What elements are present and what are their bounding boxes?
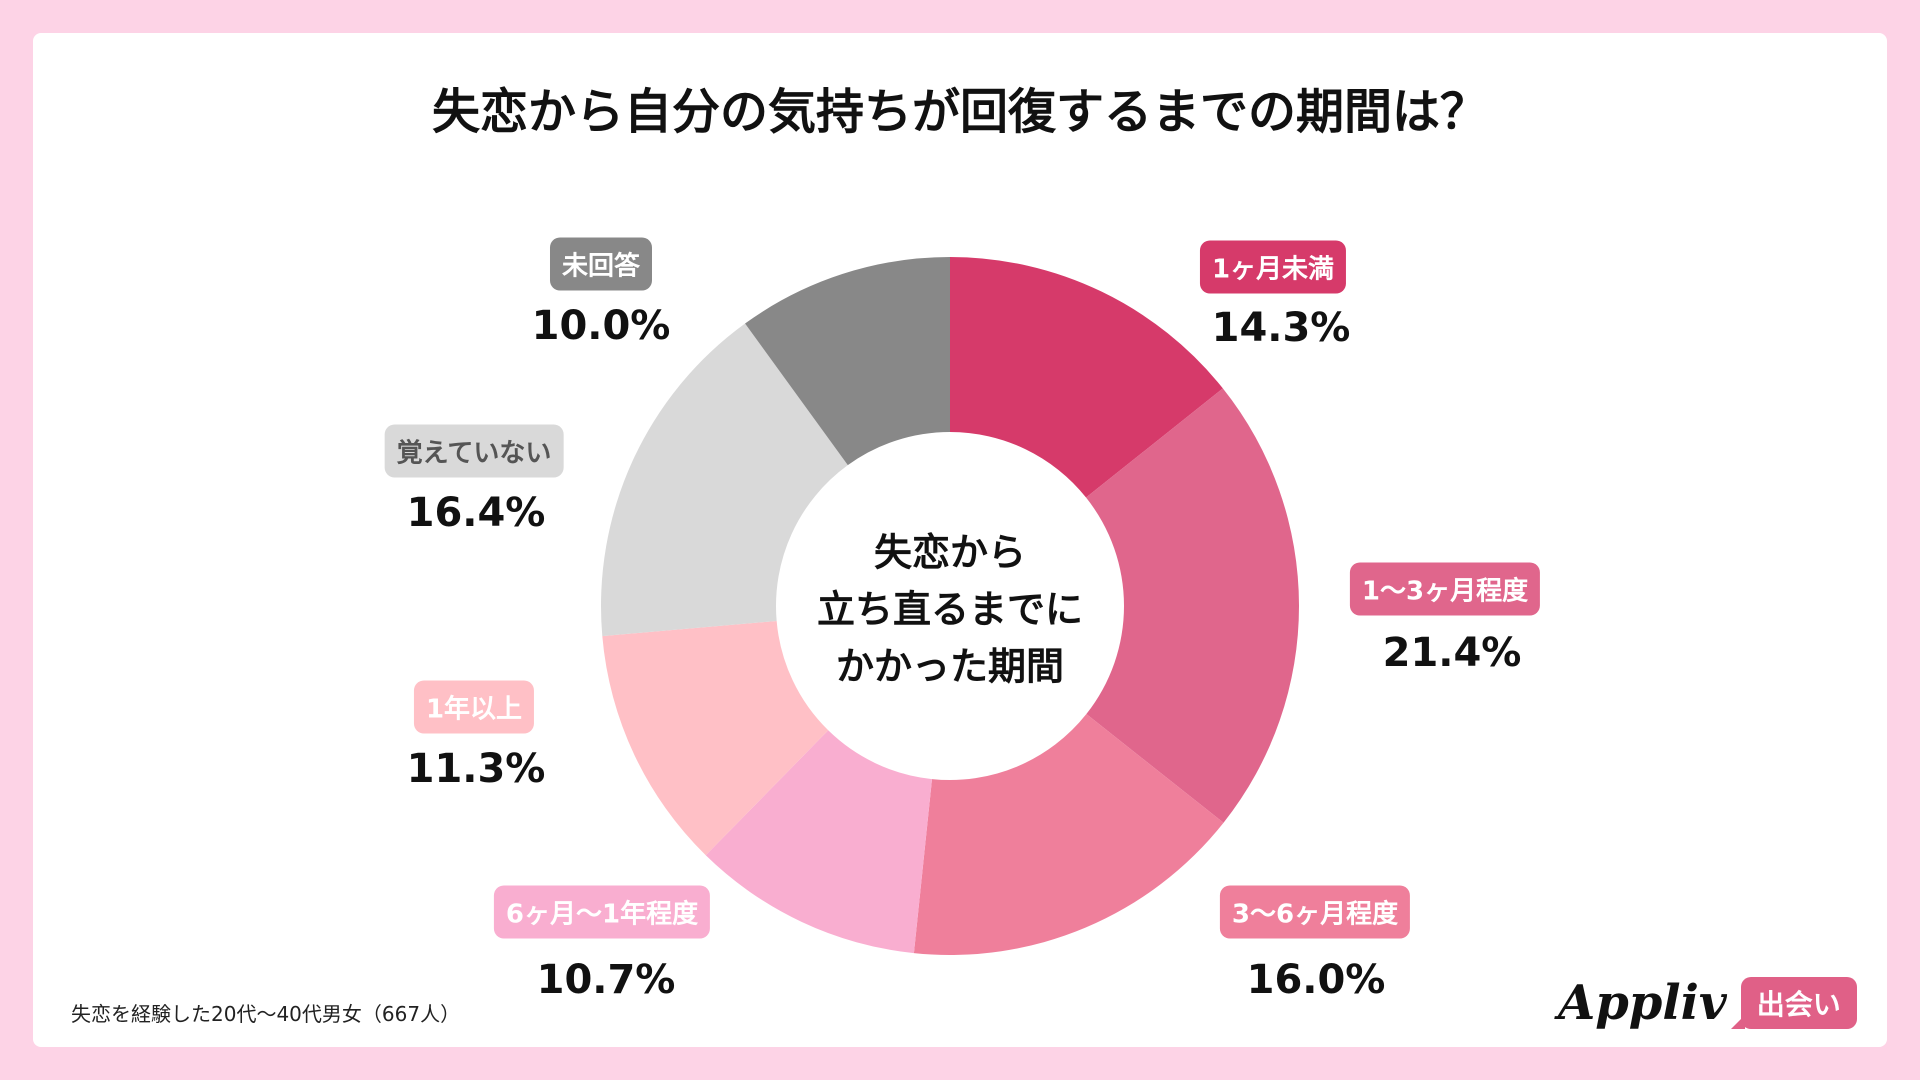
donut-segment (602, 620, 829, 856)
value-label: 10.7% (536, 957, 676, 1003)
chart-title: 失恋から自分の気持ちが回復するまでの期間は？ (431, 84, 1488, 140)
donut-segment (1086, 388, 1299, 823)
center-line: かかった期間 (835, 644, 1065, 689)
value-label: 10.0% (531, 303, 671, 349)
footnote: 失恋を経験した20代〜40代男女（667人） (71, 1002, 461, 1026)
category-label: 覚えていない (384, 424, 564, 478)
value-label: 16.0% (1246, 957, 1386, 1003)
donut-segment (705, 730, 933, 954)
category-pill: 覚えていない (384, 424, 564, 478)
category-label: 1〜3ヶ月程度 (1349, 562, 1541, 616)
center-line: 失恋から (873, 530, 1027, 575)
value-label: 16.4% (406, 490, 546, 536)
applive-logo: Appliv 出会い (1558, 975, 1857, 1031)
logo-word: Appliv (1558, 975, 1727, 1031)
logo-badge: 出会い (1730, 977, 1857, 1029)
category-pill: 6ヶ月〜1年程度 (493, 885, 711, 939)
center-line: 立ち直るまでに (816, 587, 1084, 632)
category-pill: 1年以上 (413, 680, 535, 734)
donut-segment (745, 257, 950, 466)
donut-segment (913, 714, 1224, 955)
category-pill: 3〜6ヶ月程度 (1219, 885, 1411, 939)
category-label: 1ヶ月未満 (1199, 240, 1347, 294)
category-label: 未回答 (549, 237, 653, 291)
category-pill: 1〜3ヶ月程度 (1349, 562, 1541, 616)
category-label: 1年以上 (413, 680, 535, 734)
donut-segment (601, 323, 848, 637)
value-label: 14.3% (1211, 305, 1351, 351)
donut-segment (950, 257, 1223, 498)
category-pill: 未回答 (549, 237, 653, 291)
donut-center-text: 失恋から 立ち直るまでに かかった期間 (817, 525, 1083, 696)
category-pill: 1ヶ月未満 (1199, 240, 1347, 294)
category-label: 6ヶ月〜1年程度 (493, 885, 711, 939)
category-label: 3〜6ヶ月程度 (1219, 885, 1411, 939)
value-label: 21.4% (1382, 630, 1522, 676)
value-label: 11.3% (406, 746, 546, 792)
